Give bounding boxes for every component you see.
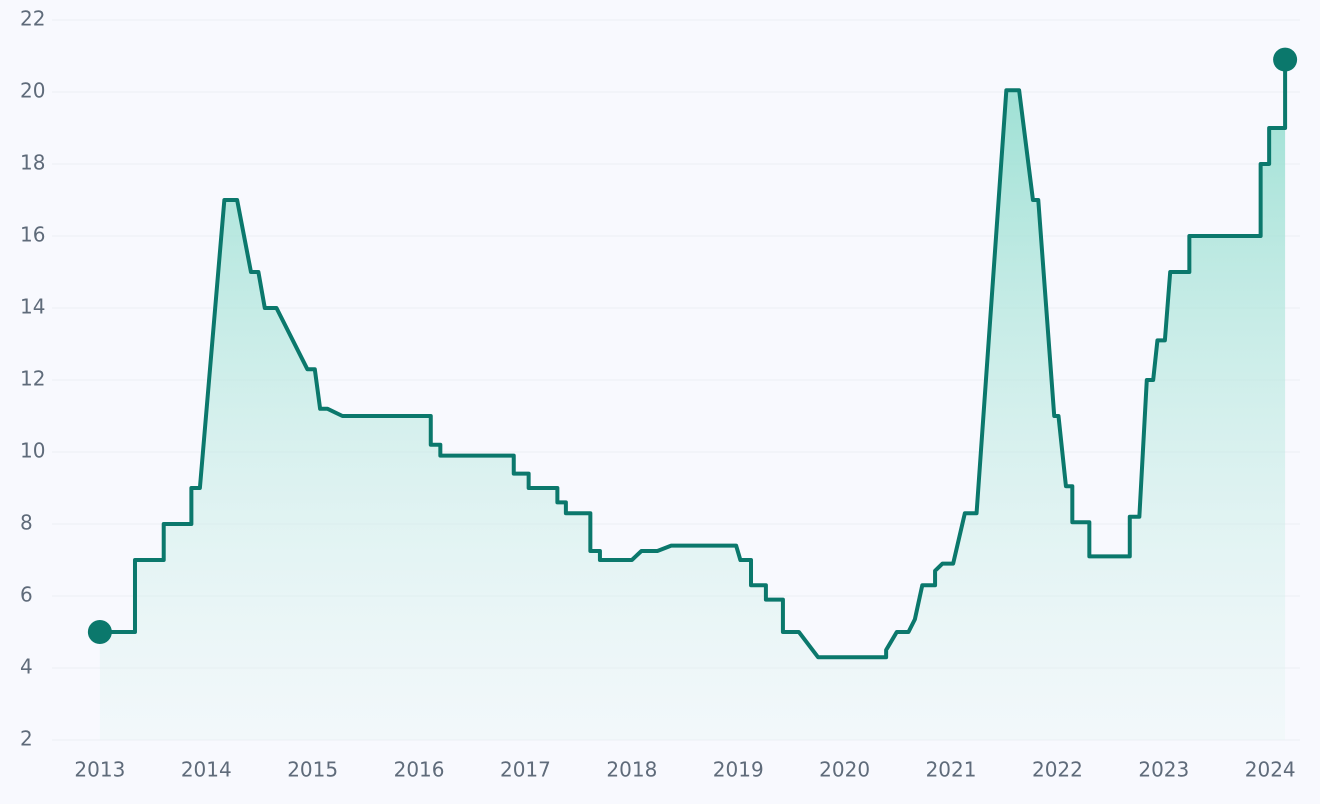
end-marker bbox=[87, 620, 112, 644]
x-tick-label: 2020 bbox=[819, 758, 870, 782]
end-marker bbox=[1273, 47, 1298, 72]
y-tick-label: 6 bbox=[20, 583, 33, 607]
y-tick-label: 4 bbox=[20, 655, 33, 679]
y-tick-label: 10 bbox=[20, 439, 45, 463]
x-tick-label: 2017 bbox=[500, 758, 551, 782]
y-tick-label: 16 bbox=[20, 223, 45, 247]
x-tick-label: 2024 bbox=[1245, 758, 1296, 782]
y-tick-label: 22 bbox=[20, 7, 45, 31]
x-tick-label: 2022 bbox=[1032, 758, 1083, 782]
y-tick-label: 18 bbox=[20, 151, 45, 175]
line bbox=[99, 59, 1288, 660]
area bbox=[99, 59, 1286, 741]
x-tick-label: 2015 bbox=[287, 758, 338, 782]
x-tick-label: 2013 bbox=[74, 758, 125, 782]
y-tick-label: 20 bbox=[20, 79, 45, 103]
x-tick-label: 2021 bbox=[926, 758, 977, 782]
y-tick-label: 12 bbox=[20, 367, 45, 391]
x-tick-label: 2016 bbox=[394, 758, 445, 782]
y-tick-label: 8 bbox=[20, 511, 33, 535]
x-tick-label: 2019 bbox=[713, 758, 764, 782]
y-tick-label: 2 bbox=[20, 727, 33, 751]
y-tick-label: 14 bbox=[20, 295, 45, 319]
x-tick-label: 2018 bbox=[606, 758, 657, 782]
x-tick-label: 2014 bbox=[181, 758, 232, 782]
x-tick-label: 2023 bbox=[1138, 758, 1189, 782]
